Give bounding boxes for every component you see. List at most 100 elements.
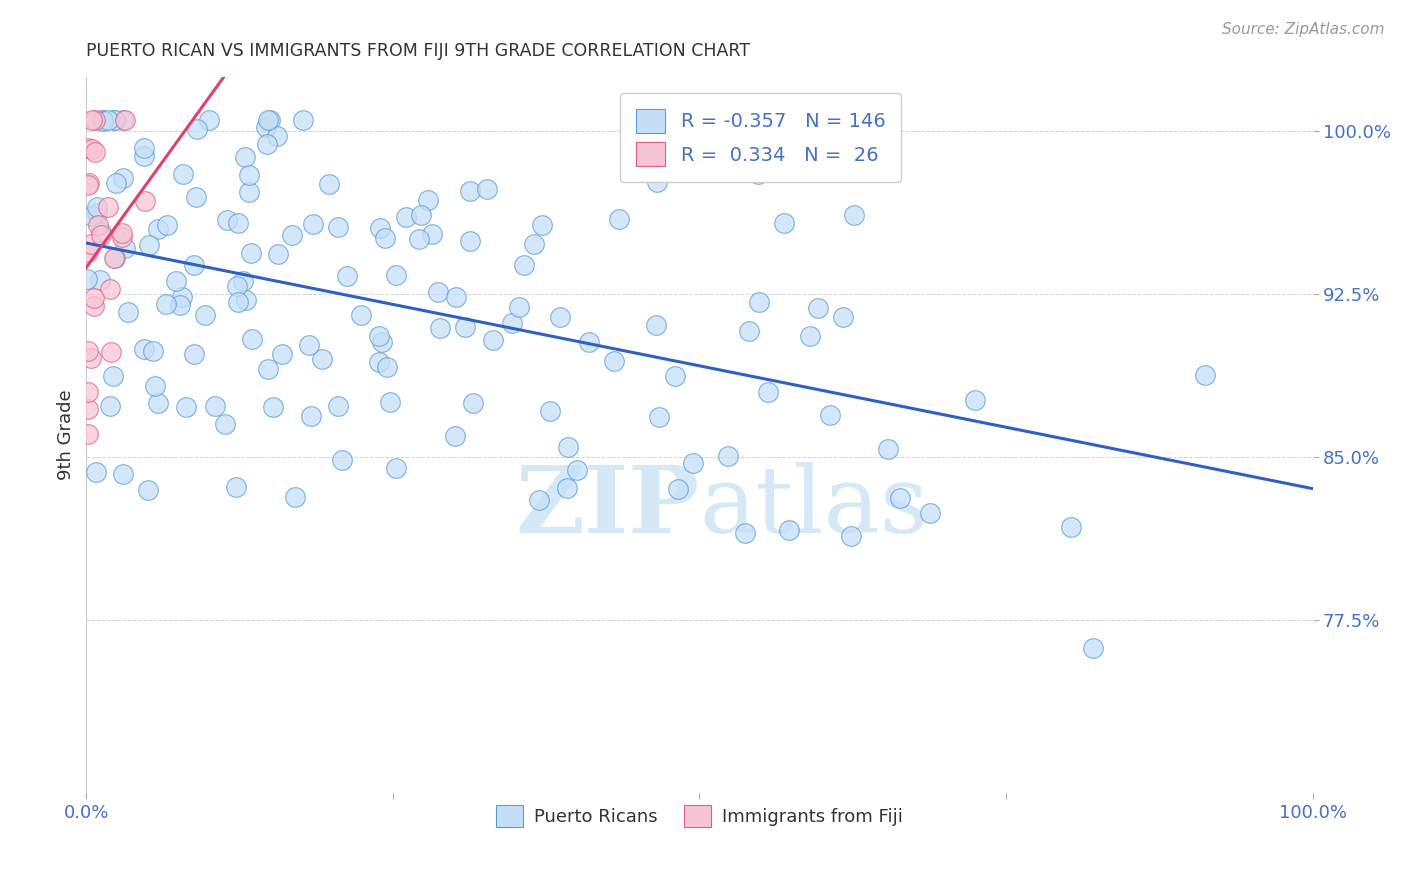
Point bbox=[1081, 640, 1104, 655]
Point bbox=[377, 360, 399, 375]
Point bbox=[318, 177, 340, 191]
Point bbox=[328, 219, 350, 234]
Point bbox=[76, 272, 98, 286]
Point bbox=[717, 449, 740, 463]
Point bbox=[90, 227, 112, 242]
Point bbox=[368, 329, 391, 343]
Point bbox=[872, 160, 894, 174]
Point bbox=[228, 216, 250, 230]
Point bbox=[238, 169, 260, 183]
Point bbox=[578, 334, 600, 349]
Point bbox=[443, 429, 465, 443]
Point bbox=[648, 409, 671, 424]
Point bbox=[76, 401, 98, 416]
Point bbox=[176, 400, 198, 414]
Point bbox=[86, 206, 108, 220]
Point bbox=[330, 452, 353, 467]
Point bbox=[842, 208, 865, 222]
Point bbox=[395, 210, 418, 224]
Point bbox=[257, 362, 280, 376]
Point bbox=[226, 295, 249, 310]
Point bbox=[87, 218, 110, 232]
Point bbox=[501, 316, 523, 330]
Point bbox=[225, 279, 247, 293]
Point bbox=[370, 221, 392, 235]
Point bbox=[378, 395, 401, 409]
Point bbox=[738, 324, 761, 338]
Point bbox=[146, 395, 169, 409]
Text: PUERTO RICAN VS IMMIGRANTS FROM FIJI 9TH GRADE CORRELATION CHART: PUERTO RICAN VS IMMIGRANTS FROM FIJI 9TH… bbox=[86, 42, 751, 60]
Point bbox=[76, 244, 98, 259]
Point bbox=[292, 113, 315, 128]
Point bbox=[371, 335, 394, 350]
Point bbox=[114, 113, 136, 128]
Point bbox=[134, 342, 156, 356]
Point bbox=[461, 395, 484, 409]
Point bbox=[557, 440, 579, 454]
Point bbox=[91, 113, 114, 128]
Point bbox=[918, 507, 941, 521]
Point bbox=[259, 113, 281, 128]
Point bbox=[538, 403, 561, 417]
Point bbox=[110, 226, 132, 240]
Point bbox=[429, 321, 451, 335]
Point bbox=[112, 467, 135, 481]
Point bbox=[80, 237, 103, 252]
Point bbox=[530, 218, 553, 232]
Point bbox=[214, 417, 236, 431]
Point bbox=[889, 491, 911, 505]
Point bbox=[156, 219, 179, 233]
Point bbox=[76, 384, 98, 399]
Point bbox=[82, 210, 104, 224]
Point bbox=[83, 145, 105, 160]
Point bbox=[111, 113, 134, 128]
Point bbox=[807, 301, 830, 315]
Point bbox=[103, 251, 125, 265]
Point bbox=[97, 113, 120, 128]
Point bbox=[169, 298, 191, 312]
Point bbox=[134, 194, 156, 208]
Point bbox=[198, 113, 221, 128]
Point bbox=[336, 268, 359, 283]
Point bbox=[664, 369, 686, 384]
Point bbox=[666, 482, 689, 496]
Point bbox=[204, 399, 226, 413]
Point bbox=[527, 493, 550, 508]
Point bbox=[143, 379, 166, 393]
Point bbox=[446, 290, 468, 304]
Point bbox=[408, 232, 430, 246]
Point bbox=[799, 329, 821, 343]
Point bbox=[965, 392, 987, 407]
Point bbox=[458, 234, 481, 248]
Point bbox=[254, 120, 277, 134]
Point bbox=[89, 273, 111, 287]
Point bbox=[233, 151, 256, 165]
Point bbox=[235, 293, 257, 307]
Point bbox=[76, 141, 98, 155]
Point bbox=[298, 338, 321, 352]
Point bbox=[284, 490, 307, 504]
Point bbox=[773, 216, 796, 230]
Point bbox=[374, 230, 396, 244]
Point bbox=[281, 227, 304, 242]
Point bbox=[384, 461, 406, 475]
Point bbox=[111, 230, 134, 244]
Point bbox=[548, 310, 571, 324]
Point bbox=[104, 113, 127, 128]
Point bbox=[183, 346, 205, 360]
Point bbox=[183, 258, 205, 272]
Point bbox=[134, 149, 156, 163]
Point bbox=[194, 309, 217, 323]
Point bbox=[103, 113, 125, 128]
Point bbox=[645, 318, 668, 332]
Legend: Puerto Ricans, Immigrants from Fiji: Puerto Ricans, Immigrants from Fiji bbox=[488, 798, 910, 835]
Point bbox=[91, 113, 114, 128]
Point bbox=[186, 122, 208, 136]
Text: Source: ZipAtlas.com: Source: ZipAtlas.com bbox=[1222, 22, 1385, 37]
Point bbox=[77, 176, 100, 190]
Point bbox=[165, 274, 187, 288]
Point bbox=[136, 483, 159, 497]
Point bbox=[877, 442, 900, 457]
Text: atlas: atlas bbox=[699, 462, 929, 551]
Point bbox=[80, 351, 103, 365]
